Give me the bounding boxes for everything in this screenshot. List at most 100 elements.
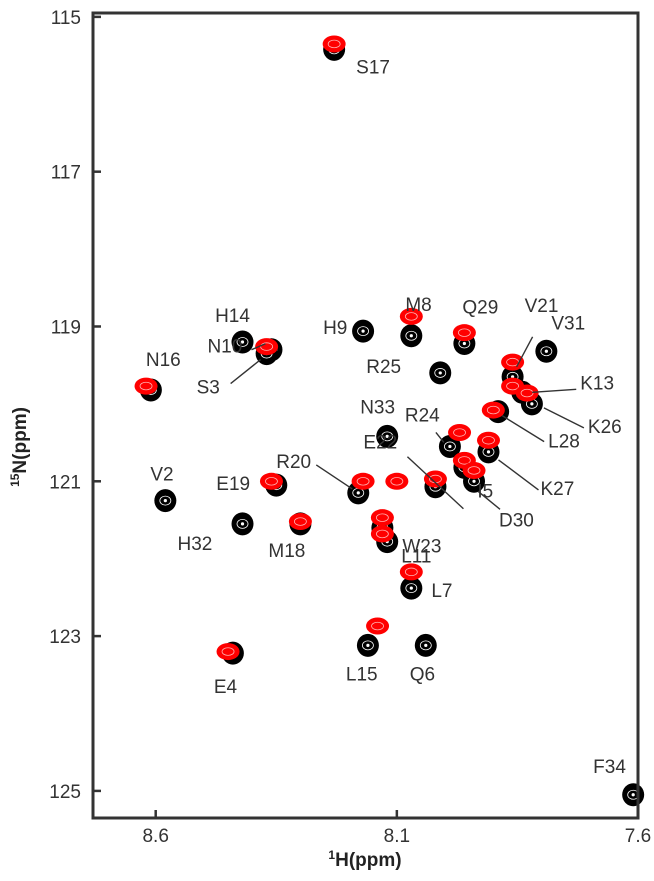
peak-label: N10 <box>207 337 242 358</box>
peak-red-contour <box>515 384 539 402</box>
peak-center <box>472 479 476 483</box>
peak-red <box>481 401 505 419</box>
peak-red <box>448 424 472 442</box>
peak-contour-ring <box>236 518 249 529</box>
peak-label: H9 <box>323 318 347 339</box>
peak-label: V31 <box>551 313 585 334</box>
peak-red <box>515 384 539 402</box>
peak-label: N33 <box>360 397 395 418</box>
y-tick-label: 115 <box>51 8 81 29</box>
peak-r25 <box>429 361 452 385</box>
peak-red-contour <box>462 461 486 479</box>
peak-contour-ring <box>434 368 447 378</box>
peak-contour-ring <box>362 640 374 651</box>
peak-center <box>631 793 635 797</box>
peak-red <box>216 643 240 661</box>
peak-red-contour <box>351 472 375 490</box>
peak-red-contour <box>423 470 447 488</box>
peak-contour-ring <box>356 477 370 486</box>
peak-red <box>366 617 390 635</box>
peak-f34 <box>622 783 645 807</box>
peak-label: K27 <box>540 479 574 500</box>
peak-red-contour <box>399 307 423 325</box>
peak-label: R25 <box>366 357 401 378</box>
peak-red <box>259 472 283 490</box>
peak-contour-ring <box>405 330 418 341</box>
peak-red <box>399 563 423 581</box>
peak-contour-ring <box>159 495 172 506</box>
y-tick-label: 123 <box>49 627 81 648</box>
peak-red-contour <box>452 324 476 342</box>
peak-label: M8 <box>405 295 431 316</box>
peak-label: E4 <box>214 677 238 698</box>
peak-center <box>486 450 491 454</box>
peak-contour-ring <box>467 466 481 475</box>
peak-contour-ring <box>457 328 471 337</box>
peak-contour-ring <box>221 647 235 656</box>
peak-label: K26 <box>588 417 622 438</box>
leader-line <box>406 456 464 510</box>
leader-line <box>501 415 545 443</box>
peak-contour-ring <box>236 337 249 347</box>
peak-h32 <box>231 512 254 536</box>
peak-red-contour <box>288 513 312 531</box>
peak-label: K13 <box>580 373 614 394</box>
peak-center <box>511 375 515 379</box>
peak-red <box>351 472 375 490</box>
peak-red <box>370 509 394 527</box>
peak-h9 <box>352 319 375 343</box>
peak-l15 <box>356 633 379 657</box>
peak-center <box>424 643 428 647</box>
leader-line <box>515 336 534 368</box>
peak-red-contour <box>259 472 283 490</box>
y-tick-label: 117 <box>51 163 81 184</box>
peak-label: M18 <box>268 541 305 562</box>
peak-n33 <box>376 424 399 448</box>
peak-label: S3 <box>197 378 220 399</box>
peak-label: N16 <box>146 350 181 371</box>
peak-label: R20 <box>276 452 311 473</box>
peak-contour-ring <box>139 381 153 391</box>
peak-label: R24 <box>405 405 440 426</box>
peak-red <box>423 470 447 488</box>
peak-label: H14 <box>215 306 250 327</box>
leader-line <box>315 464 353 490</box>
leader-line <box>477 490 501 510</box>
peak-contour-ring <box>540 346 553 357</box>
peak-red <box>322 35 346 53</box>
peak-red-contour <box>370 509 394 527</box>
peak-contour-ring <box>375 513 389 522</box>
leader-line <box>498 459 539 491</box>
peak-center <box>240 522 245 526</box>
peak-red <box>476 431 500 449</box>
peak-contour-ring <box>375 529 389 539</box>
peak-contour-ring <box>381 431 394 442</box>
peak-red <box>452 324 476 342</box>
peak-center <box>385 434 389 438</box>
peak-label: S17 <box>356 57 390 78</box>
peak-contour-ring <box>444 441 456 452</box>
peak-contour-ring <box>371 621 384 631</box>
peak-label: F34 <box>593 757 626 778</box>
peak-l7 <box>400 576 423 600</box>
peak-red-contour <box>134 377 158 395</box>
peak-contour-ring <box>265 477 278 486</box>
x-axis-title: 1H(ppm) <box>328 848 401 871</box>
x-tick-label: 8.1 <box>384 826 410 847</box>
peak-red <box>501 353 525 371</box>
peak-label: I5 <box>477 481 493 502</box>
peak-center <box>438 371 442 375</box>
peak-label: Q29 <box>462 298 498 319</box>
peak-red <box>255 338 279 356</box>
peak-red-contour <box>216 643 240 661</box>
peak-red <box>370 525 394 543</box>
leader-line <box>435 432 445 443</box>
x-tick-label: 7.6 <box>625 826 651 847</box>
peak-center <box>409 334 413 338</box>
y-tick-label: 125 <box>49 782 81 803</box>
x-tick-label: 8.6 <box>142 826 168 847</box>
peak-center <box>163 499 167 503</box>
peak-center <box>448 444 452 449</box>
peak-v2 <box>154 489 177 513</box>
